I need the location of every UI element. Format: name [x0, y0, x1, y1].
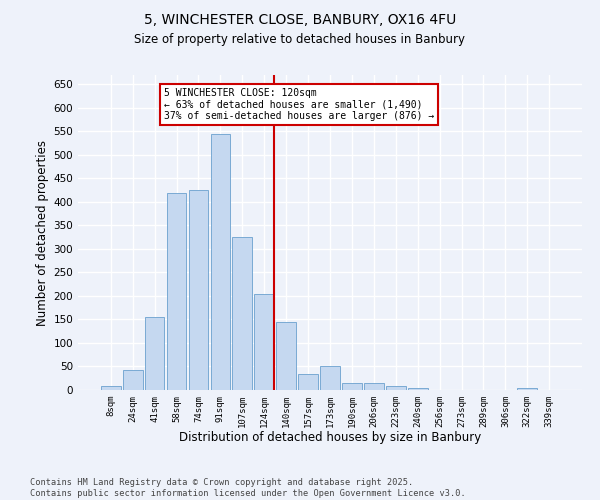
Text: 5 WINCHESTER CLOSE: 120sqm
← 63% of detached houses are smaller (1,490)
37% of s: 5 WINCHESTER CLOSE: 120sqm ← 63% of deta…: [164, 88, 434, 121]
Bar: [101, 386, 121, 390]
Bar: [342, 383, 362, 390]
Bar: [320, 366, 340, 390]
Text: Size of property relative to detached houses in Banbury: Size of property relative to detached ho…: [134, 32, 466, 46]
Y-axis label: Number of detached properties: Number of detached properties: [36, 140, 49, 326]
Bar: [232, 237, 252, 390]
X-axis label: Distribution of detached houses by size in Banbury: Distribution of detached houses by size …: [179, 432, 481, 444]
Bar: [167, 192, 187, 390]
Text: 5, WINCHESTER CLOSE, BANBURY, OX16 4FU: 5, WINCHESTER CLOSE, BANBURY, OX16 4FU: [144, 12, 456, 26]
Bar: [386, 386, 406, 390]
Bar: [408, 388, 428, 390]
Bar: [298, 374, 318, 390]
Bar: [364, 384, 384, 390]
Bar: [517, 388, 537, 390]
Bar: [254, 294, 274, 390]
Bar: [145, 317, 164, 390]
Bar: [211, 134, 230, 390]
Text: Contains HM Land Registry data © Crown copyright and database right 2025.
Contai: Contains HM Land Registry data © Crown c…: [30, 478, 466, 498]
Bar: [123, 370, 143, 390]
Bar: [276, 322, 296, 390]
Bar: [188, 190, 208, 390]
